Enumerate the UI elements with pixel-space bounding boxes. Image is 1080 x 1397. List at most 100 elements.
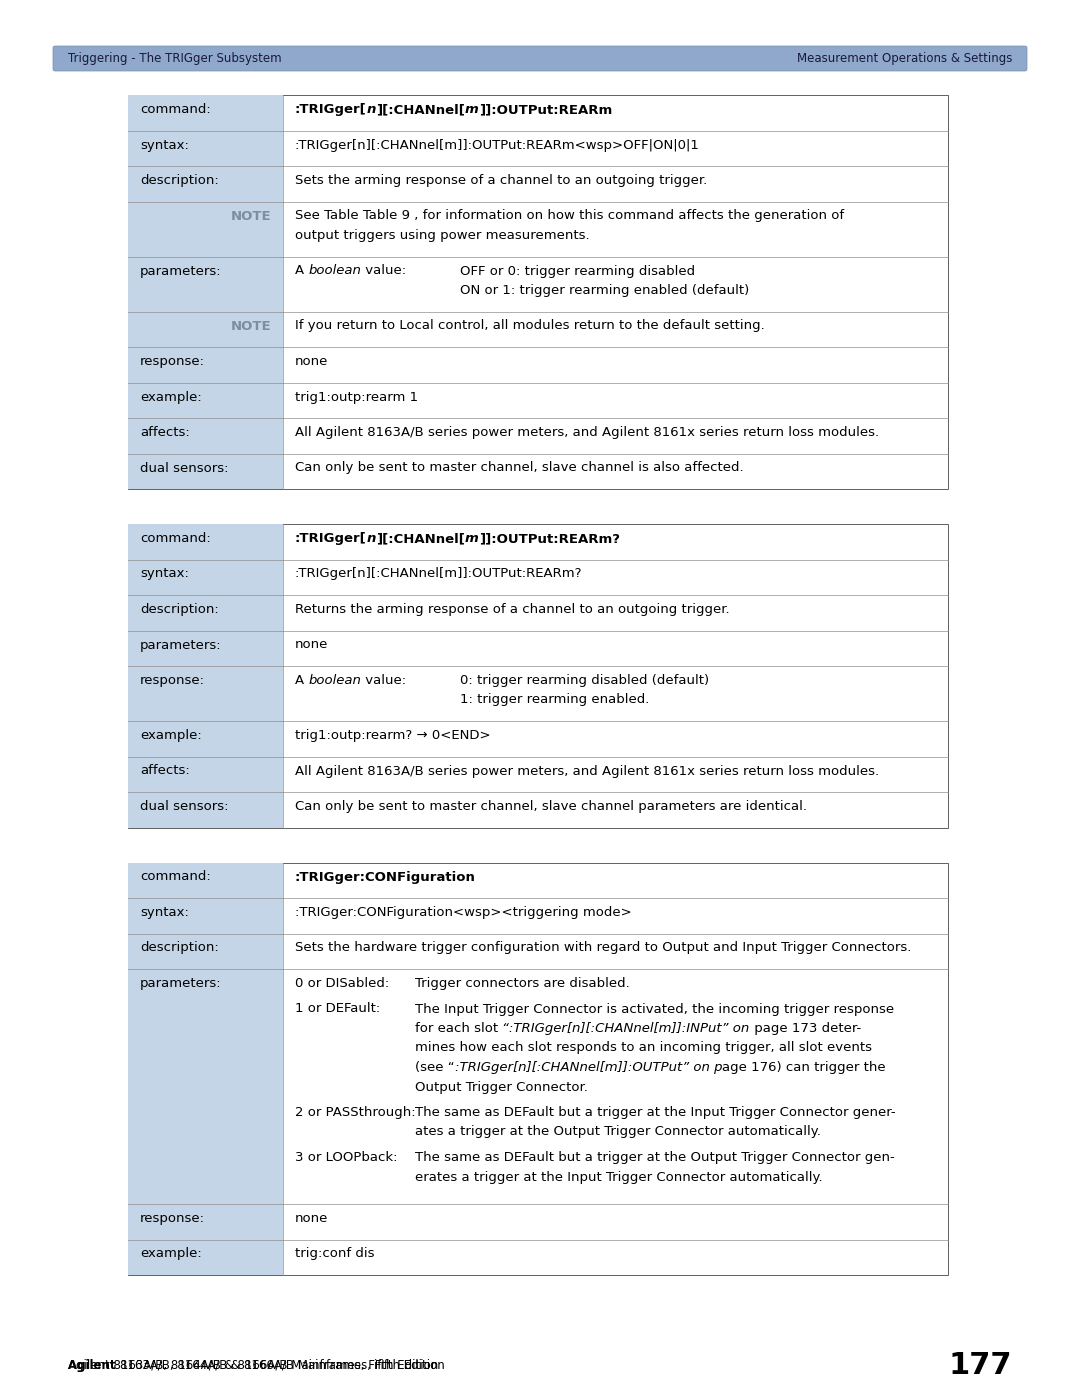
Bar	[129, 95, 948, 489]
Text: Output Trigger Connector.: Output Trigger Connector.	[415, 1080, 588, 1094]
Text: n: n	[367, 103, 376, 116]
Bar	[129, 792, 283, 827]
Text: trig1:outp:rearm 1: trig1:outp:rearm 1	[295, 391, 418, 404]
Text: n: n	[367, 532, 376, 545]
Text: trig1:outp:rearm? → 0<END>: trig1:outp:rearm? → 0<END>	[295, 729, 490, 742]
Text: See Table Table 9 , for information on how this command affects the generation o: See Table Table 9 , for information on h…	[295, 210, 845, 222]
Text: response:: response:	[140, 1213, 205, 1225]
Text: ][:CHANnel[: ][:CHANnel[	[376, 103, 465, 116]
Text: The same as DEFault but a trigger at the Output Trigger Connector gen-: The same as DEFault but a trigger at the…	[415, 1151, 894, 1164]
Text: 1: trigger rearming enabled.: 1: trigger rearming enabled.	[460, 693, 649, 707]
Text: description:: description:	[140, 175, 219, 187]
Bar	[129, 560, 283, 595]
Text: The Input Trigger Connector is activated, the incoming trigger response: The Input Trigger Connector is activated…	[415, 1003, 894, 1016]
Text: boolean: boolean	[309, 264, 361, 278]
Bar	[129, 721, 283, 757]
Bar	[129, 757, 283, 792]
Text: :TRIGger[n][:CHANnel[m]]:OUTPut” on p: :TRIGger[n][:CHANnel[m]]:OUTPut” on p	[455, 1060, 723, 1074]
Text: example:: example:	[140, 391, 202, 404]
Text: NOTE: NOTE	[230, 210, 271, 222]
Bar	[129, 95, 283, 130]
Bar	[129, 1204, 283, 1239]
Bar	[129, 312, 283, 346]
Text: parameters:: parameters:	[140, 638, 221, 651]
Text: syntax:: syntax:	[140, 138, 189, 151]
Text: command:: command:	[140, 532, 211, 545]
Text: Agilent: Agilent	[68, 1358, 120, 1372]
Bar	[129, 862, 948, 1275]
Text: A: A	[295, 673, 309, 687]
Bar	[129, 201, 283, 257]
Text: OFF or 0: trigger rearming disabled: OFF or 0: trigger rearming disabled	[460, 264, 696, 278]
Text: command:: command:	[140, 103, 211, 116]
Text: parameters:: parameters:	[140, 977, 221, 990]
Text: dual sensors:: dual sensors:	[140, 461, 229, 475]
Text: trig:conf dis: trig:conf dis	[295, 1248, 375, 1260]
Text: 3 or LOOPback:: 3 or LOOPback:	[295, 1151, 397, 1164]
Bar	[129, 524, 283, 560]
Text: 177: 177	[948, 1351, 1012, 1379]
Text: Can only be sent to master channel, slave channel parameters are identical.: Can only be sent to master channel, slav…	[295, 800, 807, 813]
Text: Returns the arming response of a channel to an outgoing trigger.: Returns the arming response of a channel…	[295, 604, 730, 616]
Text: m: m	[465, 532, 478, 545]
Text: parameters:: parameters:	[140, 264, 221, 278]
Text: Trigger connectors are disabled.: Trigger connectors are disabled.	[415, 977, 630, 990]
Text: mines how each slot responds to an incoming trigger, all slot events: mines how each slot responds to an incom…	[415, 1042, 872, 1055]
Bar	[129, 666, 283, 721]
Text: 2 or PASSthrough:: 2 or PASSthrough:	[295, 1106, 416, 1119]
Text: ][:CHANnel[: ][:CHANnel[	[376, 532, 465, 545]
Bar	[129, 454, 283, 489]
Text: :TRIGger:CONFiguration<wsp><triggering mode>: :TRIGger:CONFiguration<wsp><triggering m…	[295, 907, 632, 919]
Text: value:: value:	[361, 673, 406, 687]
Text: NOTE: NOTE	[230, 320, 271, 332]
Text: Sets the hardware trigger configuration with regard to Output and Input Trigger : Sets the hardware trigger configuration …	[295, 942, 912, 954]
Text: none: none	[295, 638, 328, 651]
Bar	[129, 862, 283, 898]
Bar	[129, 933, 283, 970]
Text: affects:: affects:	[140, 426, 190, 439]
Text: m: m	[465, 103, 478, 116]
Text: response:: response:	[140, 673, 205, 687]
Text: ates a trigger at the Output Trigger Connector automatically.: ates a trigger at the Output Trigger Con…	[415, 1126, 821, 1139]
Text: :TRIGger[: :TRIGger[	[295, 532, 367, 545]
Text: syntax:: syntax:	[140, 567, 189, 581]
Text: :TRIGger[n][:CHANnel[m]]:OUTPut:REARm?: :TRIGger[n][:CHANnel[m]]:OUTPut:REARm?	[295, 567, 582, 581]
Text: ]]:OUTPut:REARm?: ]]:OUTPut:REARm?	[478, 532, 620, 545]
Bar	[129, 383, 283, 418]
Text: output triggers using power measurements.: output triggers using power measurements…	[295, 229, 590, 242]
Text: description:: description:	[140, 942, 219, 954]
Bar	[129, 166, 283, 201]
Text: 8163A/B, 8164A/B & 8166A/B Mainframes, Fifth Edition: 8163A/B, 8164A/B & 8166A/B Mainframes, F…	[120, 1358, 444, 1372]
Text: Agilent 8163A/B, 8164A/B & 8166A/B Mainframes, Fifth Edition: Agilent 8163A/B, 8164A/B & 8166A/B Mainf…	[68, 1358, 438, 1372]
Bar	[129, 898, 283, 933]
Text: Triggering - The TRIGger Subsystem: Triggering - The TRIGger Subsystem	[68, 52, 282, 66]
Text: description:: description:	[140, 604, 219, 616]
Bar	[129, 595, 283, 630]
Text: for each slot: for each slot	[415, 1023, 502, 1035]
Text: response:: response:	[140, 355, 205, 367]
Text: :TRIGger[n][:CHANnel[m]]:OUTPut:REARm<wsp>OFF|ON|0|1: :TRIGger[n][:CHANnel[m]]:OUTPut:REARm<ws…	[295, 138, 700, 151]
Text: 1 or DEFault:: 1 or DEFault:	[295, 1003, 380, 1016]
Bar	[129, 1239, 283, 1275]
Text: The same as DEFault but a trigger at the Input Trigger Connector gener-: The same as DEFault but a trigger at the…	[415, 1106, 895, 1119]
Text: All Agilent 8163A/B series power meters, and Agilent 8161x series return loss mo: All Agilent 8163A/B series power meters,…	[295, 426, 879, 439]
Text: command:: command:	[140, 870, 211, 883]
Text: “:TRIGger[n][:CHANnel[m]]:INPut” on: “:TRIGger[n][:CHANnel[m]]:INPut” on	[502, 1023, 750, 1035]
Text: affects:: affects:	[140, 764, 190, 778]
Text: :TRIGger:CONFiguration: :TRIGger:CONFiguration	[295, 870, 476, 883]
Text: none: none	[295, 1213, 328, 1225]
Text: value:: value:	[361, 264, 406, 278]
Text: syntax:: syntax:	[140, 907, 189, 919]
Text: (see “: (see “	[415, 1060, 455, 1074]
Text: boolean: boolean	[309, 673, 361, 687]
Bar	[129, 130, 283, 166]
Text: ]]:OUTPut:REARm: ]]:OUTPut:REARm	[478, 103, 612, 116]
Bar	[129, 257, 283, 312]
Text: A: A	[295, 264, 309, 278]
Text: Can only be sent to master channel, slave channel is also affected.: Can only be sent to master channel, slav…	[295, 461, 744, 475]
Text: Measurement Operations & Settings: Measurement Operations & Settings	[797, 52, 1012, 66]
Text: :TRIGger[: :TRIGger[	[295, 103, 367, 116]
Text: 0 or DISabled:: 0 or DISabled:	[295, 977, 389, 990]
Bar	[129, 524, 948, 827]
Text: erates a trigger at the Input Trigger Connector automatically.: erates a trigger at the Input Trigger Co…	[415, 1171, 823, 1183]
